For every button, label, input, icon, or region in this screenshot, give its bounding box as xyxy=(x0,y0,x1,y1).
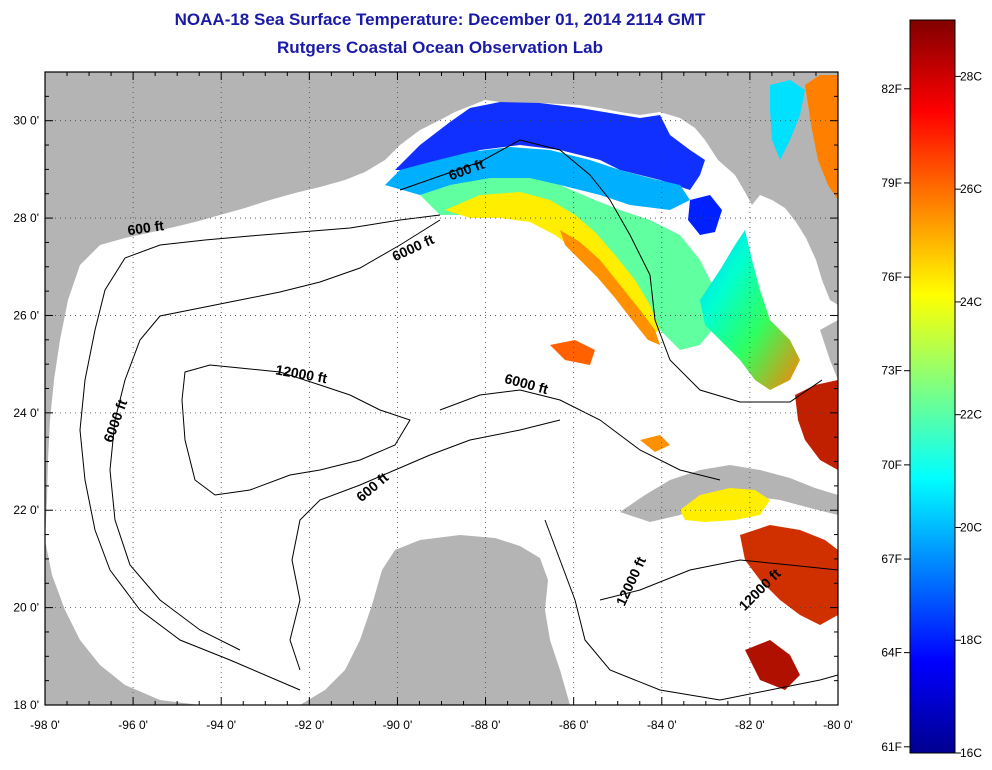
fahrenheit-label: 67F xyxy=(881,552,902,566)
lat-tick-label: 26 0' xyxy=(13,308,39,322)
celsius-label: 24C xyxy=(960,295,982,309)
celsius-label: 16C xyxy=(960,746,982,760)
contour-600ft-west xyxy=(79,214,441,691)
bathymetry-contours xyxy=(79,139,838,701)
lon-tick-label: -90 0' xyxy=(383,718,413,732)
contour-12000ft-cuba xyxy=(599,559,838,601)
sst-colorbar xyxy=(909,19,956,754)
contour-12000ft-east xyxy=(544,519,838,701)
lon-tick-label: -84 0' xyxy=(647,718,677,732)
lat-tick-label: 24 0' xyxy=(13,406,39,420)
fahrenheit-label: 61F xyxy=(881,740,902,754)
mexico-west-land xyxy=(45,540,200,705)
fahrenheit-label: 82F xyxy=(881,82,902,96)
map-ticks xyxy=(44,71,839,706)
map-title: NOAA-18 Sea Surface Temperature: Decembe… xyxy=(174,10,706,29)
celsius-label: 22C xyxy=(960,408,982,422)
contour-12000ft xyxy=(181,364,411,496)
contour-6000ft-east xyxy=(439,389,721,481)
colorbar-labels: 16C 18C 20C 22C 24C 26C 28C 61F 64F 67F 70F 73F 76F 7… xyxy=(881,69,982,760)
map-area xyxy=(45,72,838,705)
lon-tick-label: -94 0' xyxy=(206,718,236,732)
lat-tick-label: 20 0' xyxy=(13,601,39,615)
bahamas-land xyxy=(820,320,838,380)
map-subtitle: Rutgers Coastal Ocean Observation Lab xyxy=(277,38,603,57)
fahrenheit-label: 64F xyxy=(881,646,902,660)
lon-tick-label: -88 0' xyxy=(471,718,501,732)
lon-tick-label: -98 0' xyxy=(30,718,60,732)
lon-tick-label: -92 0' xyxy=(295,718,325,732)
lon-tick-label: -82 0' xyxy=(735,718,765,732)
graticule xyxy=(45,72,838,705)
celsius-label: 18C xyxy=(960,633,982,647)
fahrenheit-label: 70F xyxy=(881,458,902,472)
fahrenheit-label: 79F xyxy=(881,176,902,190)
north-america-land xyxy=(45,72,838,540)
lon-tick-label: -96 0' xyxy=(118,718,148,732)
sst-imagery xyxy=(385,75,838,690)
colorbar-ticks xyxy=(904,75,961,754)
lat-tick-label: 22 0' xyxy=(13,503,39,517)
yucatan-land xyxy=(300,535,570,705)
contour-6000ft xyxy=(109,219,441,651)
celsius-label: 26C xyxy=(960,182,982,196)
fahrenheit-label: 73F xyxy=(881,364,902,378)
map-tick-labels: -98 0' -96 0' -94 0' -92 0' -90 0' -88 0' -86 … xyxy=(13,114,852,732)
lat-tick-label: 30 0' xyxy=(13,114,39,128)
lat-tick-label: 18 0' xyxy=(13,698,39,712)
celsius-label: 20C xyxy=(960,520,982,534)
lon-tick-label: -80 0' xyxy=(823,718,853,732)
celsius-label: 28C xyxy=(960,69,982,83)
lon-tick-label: -86 0' xyxy=(559,718,589,732)
contour-depth-label: 600 ft xyxy=(126,217,165,238)
fahrenheit-label: 76F xyxy=(881,270,902,284)
contour-6000ft-inner xyxy=(289,419,561,671)
contour-600ft xyxy=(399,139,823,403)
lat-tick-label: 28 0' xyxy=(13,211,39,225)
